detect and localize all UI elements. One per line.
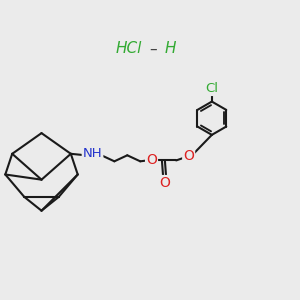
Text: Cl: Cl <box>206 82 218 95</box>
Text: H: H <box>165 41 177 56</box>
Text: O: O <box>159 176 170 190</box>
Text: O: O <box>146 153 157 167</box>
Text: HCl: HCl <box>116 41 142 56</box>
Text: –: – <box>149 41 157 56</box>
Text: NH: NH <box>83 147 102 160</box>
Text: O: O <box>183 149 194 163</box>
